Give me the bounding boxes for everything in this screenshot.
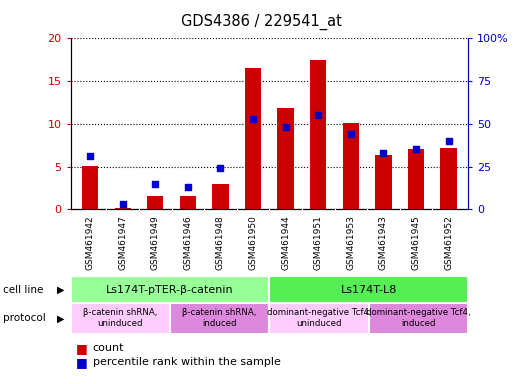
Point	[412, 146, 420, 152]
Bar	[375, 156, 392, 209]
Text: GSM461944: GSM461944	[281, 215, 290, 270]
Text: dominant-negative Tcf4,
uninduced: dominant-negative Tcf4, uninduced	[267, 308, 371, 328]
Text: GSM461943: GSM461943	[379, 215, 388, 270]
Point	[314, 112, 322, 118]
Text: ▶: ▶	[57, 313, 64, 323]
Bar	[369, 303, 468, 334]
Bar	[278, 108, 294, 209]
Point	[347, 131, 355, 137]
Point	[445, 138, 453, 144]
Bar	[71, 303, 170, 334]
Bar	[269, 276, 468, 303]
Text: cell line: cell line	[3, 285, 43, 295]
Bar	[440, 148, 457, 209]
Point	[217, 165, 225, 171]
Point	[249, 116, 257, 122]
Text: count: count	[93, 343, 124, 353]
Text: GSM461948: GSM461948	[216, 215, 225, 270]
Text: GSM461945: GSM461945	[412, 215, 420, 270]
Bar	[408, 149, 424, 209]
Text: Ls174T-L8: Ls174T-L8	[340, 285, 397, 295]
Text: GSM461942: GSM461942	[86, 215, 95, 270]
Text: GSM461953: GSM461953	[346, 215, 355, 270]
Point	[184, 184, 192, 190]
Text: dominant-negative Tcf4,
induced: dominant-negative Tcf4, induced	[366, 308, 471, 328]
Point	[151, 180, 160, 187]
Bar	[212, 184, 229, 209]
Text: GSM461951: GSM461951	[314, 215, 323, 270]
Bar	[82, 166, 98, 209]
Text: GSM461949: GSM461949	[151, 215, 160, 270]
Bar	[147, 195, 164, 209]
Bar	[180, 197, 196, 209]
Text: GSM461947: GSM461947	[118, 215, 127, 270]
Text: ■: ■	[76, 356, 87, 369]
Text: protocol: protocol	[3, 313, 46, 323]
Bar	[245, 68, 261, 209]
Bar	[170, 303, 269, 334]
Text: GSM461946: GSM461946	[184, 215, 192, 270]
Point	[86, 153, 94, 159]
Text: GSM461952: GSM461952	[444, 215, 453, 270]
Bar	[71, 276, 269, 303]
Text: percentile rank within the sample: percentile rank within the sample	[93, 357, 280, 367]
Bar	[310, 60, 326, 209]
Bar	[343, 123, 359, 209]
Text: Ls174T-pTER-β-catenin: Ls174T-pTER-β-catenin	[106, 285, 234, 295]
Bar	[115, 208, 131, 209]
Bar	[269, 303, 369, 334]
Text: β-catenin shRNA,
induced: β-catenin shRNA, induced	[183, 308, 257, 328]
Text: GSM461950: GSM461950	[248, 215, 257, 270]
Text: β-catenin shRNA,
uninduced: β-catenin shRNA, uninduced	[83, 308, 157, 328]
Text: ■: ■	[76, 342, 87, 355]
Point	[281, 124, 290, 130]
Text: ▶: ▶	[57, 285, 64, 295]
Point	[119, 201, 127, 207]
Point	[379, 150, 388, 156]
Text: GDS4386 / 229541_at: GDS4386 / 229541_at	[181, 13, 342, 30]
